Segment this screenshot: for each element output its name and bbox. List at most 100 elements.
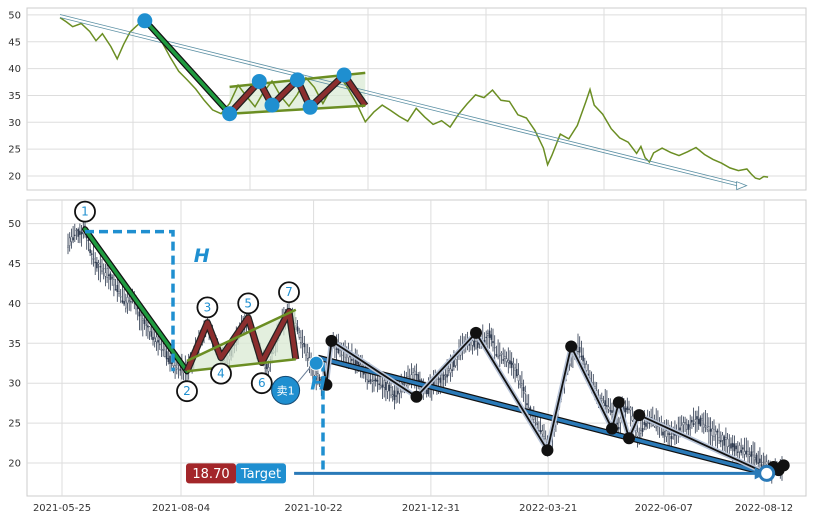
- candle-body: [373, 379, 375, 382]
- detail-y-tick-label: 50: [8, 219, 21, 230]
- swing-dot: [470, 326, 482, 339]
- candle-body: [485, 336, 488, 339]
- candle-body: [519, 383, 521, 386]
- candle-body: [371, 381, 374, 384]
- candle-body: [580, 355, 583, 358]
- candle-body: [645, 422, 647, 427]
- candle-body: [665, 430, 668, 437]
- candle-body: [427, 389, 430, 395]
- candle-body: [709, 428, 712, 432]
- candle-body: [94, 261, 96, 263]
- point-marker-label: 1: [81, 205, 89, 219]
- candle-body: [510, 361, 513, 368]
- candle-body: [165, 351, 168, 360]
- overview-marker: [264, 97, 280, 113]
- candle-body: [393, 390, 396, 401]
- candle-body: [179, 368, 182, 371]
- candle-body: [743, 451, 746, 455]
- candle-body: [755, 454, 758, 463]
- overview-marker: [336, 67, 352, 83]
- candle-body: [731, 442, 734, 448]
- candle-body: [577, 351, 579, 353]
- candle-body: [684, 422, 686, 424]
- candle-body: [351, 359, 353, 361]
- candle-body: [495, 354, 498, 356]
- candle-body: [704, 425, 707, 427]
- candle-body: [636, 431, 639, 437]
- candle-body: [687, 424, 690, 430]
- candle-body: [90, 253, 93, 255]
- detail-y-tick-label: 30: [8, 379, 21, 390]
- candle-body: [699, 417, 702, 426]
- candle-body: [104, 272, 107, 277]
- detail-flag-lower: [186, 358, 296, 373]
- candle-body: [629, 407, 632, 411]
- candle-body: [701, 418, 703, 421]
- candle-body: [742, 447, 744, 450]
- candle-body: [138, 311, 141, 317]
- candle-body: [376, 379, 379, 382]
- candle-body: [475, 341, 477, 349]
- candle-body: [169, 355, 171, 364]
- candle-body: [689, 424, 691, 428]
- overview-y-tick-label: 45: [8, 37, 21, 48]
- candle-body: [317, 373, 319, 377]
- candle-body: [354, 359, 357, 365]
- target-price-label: 18.70: [192, 467, 229, 482]
- candle-body: [502, 359, 505, 361]
- sell-marker-label: 卖1: [277, 384, 295, 397]
- candle-body: [662, 431, 664, 436]
- target-label-box: [236, 463, 286, 484]
- candle-body: [747, 451, 749, 455]
- candle-body: [145, 324, 148, 326]
- overview-y-tick-label: 25: [8, 145, 21, 156]
- point-marker-circle: [210, 362, 232, 385]
- candle-body: [733, 443, 736, 452]
- measure-h-label: H: [194, 245, 210, 267]
- point-marker-label: 2: [183, 384, 191, 398]
- candle-body: [123, 301, 125, 305]
- candle-body: [141, 317, 144, 321]
- candle-body: [539, 430, 542, 433]
- candle-body: [514, 367, 516, 371]
- overview-y-tick-label: 20: [8, 172, 21, 183]
- candle-body: [626, 406, 629, 410]
- point-marker-circle: [196, 296, 219, 319]
- candle-body: [619, 418, 622, 423]
- overview-y-tick-label: 40: [8, 64, 21, 75]
- swing-dot: [777, 459, 790, 472]
- overview-trend-line: [59, 17, 743, 188]
- candle-body: [594, 386, 596, 389]
- candle-body: [158, 343, 161, 346]
- overview-y-tick-label: 30: [8, 118, 21, 129]
- candle-body: [505, 358, 508, 362]
- candle-body: [391, 394, 394, 397]
- candle-body: [726, 438, 729, 447]
- candle-body: [92, 258, 95, 260]
- candle-body: [140, 314, 142, 316]
- candle-body: [130, 301, 132, 303]
- candle-body: [487, 333, 489, 336]
- candle-body: [500, 352, 503, 355]
- candle-body: [441, 374, 443, 376]
- candle-body: [601, 398, 603, 401]
- candle-body: [152, 336, 154, 341]
- candle-body: [473, 340, 476, 348]
- candle-body: [369, 379, 372, 382]
- candle-body: [412, 372, 414, 379]
- candle-body: [585, 364, 588, 371]
- candle-body: [383, 380, 386, 388]
- candle-body: [696, 416, 698, 420]
- candle-body: [714, 431, 717, 435]
- candle-body: [116, 284, 119, 293]
- candle-body: [68, 237, 71, 246]
- detail-y-tick-label: 20: [8, 459, 21, 470]
- measure-h2-label: H: [310, 373, 326, 395]
- candle-body: [534, 422, 537, 424]
- candle-body: [150, 331, 153, 337]
- candle-body: [448, 368, 450, 371]
- candle-body: [73, 234, 76, 236]
- candle-body: [512, 363, 515, 365]
- candle-body: [628, 408, 630, 410]
